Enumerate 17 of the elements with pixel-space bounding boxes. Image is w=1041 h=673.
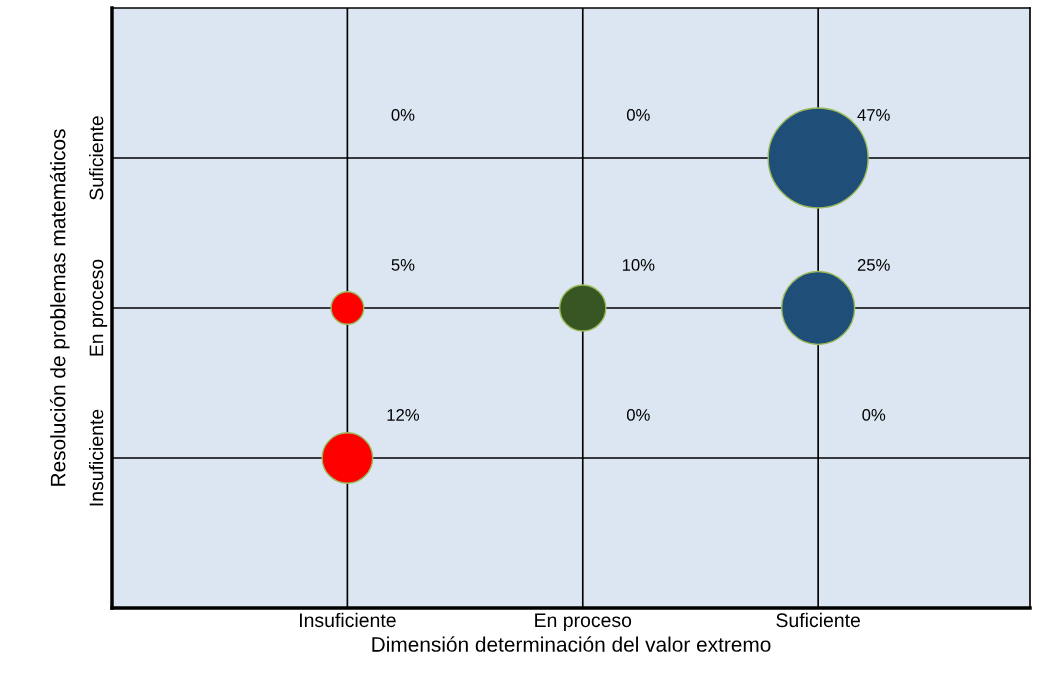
data-label: 47%: [857, 109, 890, 121]
data-label: 10%: [622, 259, 655, 271]
x-tick-label: Insuficiente: [300, 612, 396, 628]
data-label: 25%: [857, 259, 890, 271]
x-axis-title: Dimensión determinación del valor extremo: [372, 636, 771, 652]
data-label: 0%: [391, 109, 415, 121]
data-label: 0%: [626, 409, 650, 421]
x-tick-label: Suficiente: [776, 612, 860, 628]
x-tick-label: En proceso: [535, 613, 632, 631]
y-tick-label: Insuficiente: [89, 409, 104, 506]
data-label: 0%: [862, 409, 886, 421]
data-label: 0%: [626, 109, 650, 121]
y-axis-title: Resolución de problemas matemáticos: [49, 129, 70, 486]
data-label: 5%: [391, 259, 415, 271]
y-tick-label: Suficiente: [89, 116, 104, 200]
y-tick-label: En proceso: [89, 259, 108, 356]
data-label: 12%: [387, 409, 420, 421]
